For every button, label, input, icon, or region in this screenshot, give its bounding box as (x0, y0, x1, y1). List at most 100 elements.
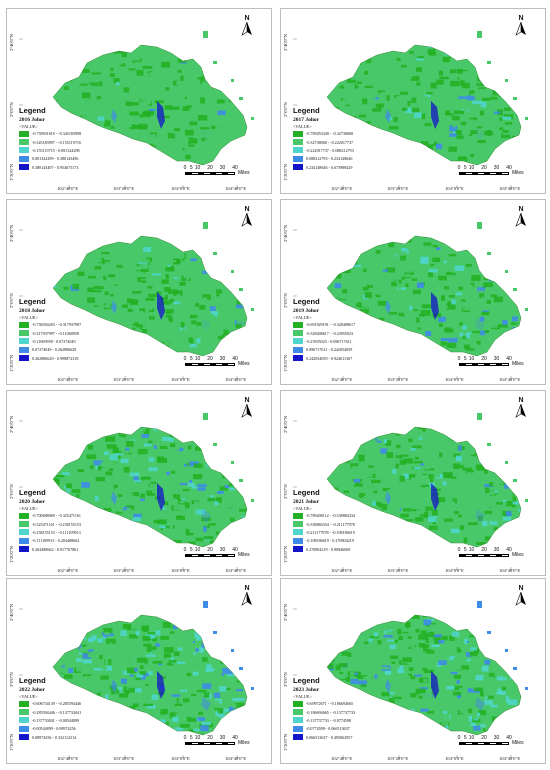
scale-tick-label: 0 (183, 547, 187, 553)
legend: Legend 2023 Johor <VALUE> -0.69972671 - -0.… (293, 677, 443, 741)
latitude-tick-label: 2°40'0"N (283, 33, 288, 51)
longitude-tick-label: 104°40'0"E (499, 568, 521, 573)
north-arrow: N (515, 397, 527, 419)
scale-tick-label: 40 (232, 165, 238, 171)
legend-swatch (293, 709, 303, 716)
latitude-tick-label: 2°40'0"N (283, 224, 288, 242)
latitude-tick-label: 2°40'0"N (9, 415, 14, 433)
longitude-tick-label: 104°40'0"E (499, 756, 521, 761)
scale-tick-label: 0 (457, 735, 461, 741)
legend-range-label: -0.155119715 - 0.081324298 (32, 147, 80, 153)
latitude-tick-label: 2°0'0"N (9, 102, 14, 117)
legend-range-label: -0.325471161 - -0.238155153 (32, 521, 81, 527)
legend-range-label: -0.328408617 - -0.23955023 (306, 330, 354, 336)
legend-range-label: -0.222017737 - 0.088212793 (306, 147, 354, 153)
scale-tick-label: 20 (481, 165, 487, 171)
legend-swatch (19, 355, 29, 362)
legend: Legend 2020 Johor <VALUE> -0.700688069 - -0… (19, 489, 169, 553)
legend-title: Legend (19, 488, 46, 497)
legend-swatch (293, 700, 303, 707)
legend-item: -0.222017737 - 0.088212793 (293, 147, 443, 154)
longitude-tick-label: 104°40'0"E (499, 377, 521, 382)
legend-swatch (293, 537, 303, 544)
longitude-tick-label: 104°0'0"E (171, 568, 190, 573)
legend-item: 0.088212793 - 0.234148646 (293, 155, 443, 162)
legend-range-label: -0.238155153 - -0.111109913 (32, 529, 81, 535)
legend-title: Legend (293, 106, 320, 115)
legend-item: -0.785053349 - -0.32738068 (293, 130, 443, 137)
latitude-tick-label: 2°0'0"N (283, 293, 288, 308)
scale-bar-graphic (185, 172, 235, 175)
longitude-tick-label: 102°40'0"E (57, 186, 79, 191)
scale-tick-label: 10 (468, 356, 475, 362)
legend-item: -0.700688069 - -0.325471161 (19, 512, 169, 519)
north-arrow: N (515, 15, 527, 37)
longitude-tick-label: 103°20'0"E (113, 186, 135, 191)
scale-bar: 0 5 10 20 30 40 Miles (183, 547, 265, 567)
scale-tick-label: 5 (189, 165, 193, 171)
scale-tick-label: 30 (219, 165, 226, 171)
scale-bar-graphic (185, 742, 235, 745)
latitude-tick-label: 2°0'0"N (283, 102, 288, 117)
north-arrow-icon (515, 21, 526, 36)
legend-item: 0.081324299 - 0.380143496 (19, 155, 169, 162)
scale-tick-label: 30 (493, 165, 500, 171)
latitude-tick-label: 1°20'0"N (283, 163, 288, 181)
scale-unit-label: Miles (238, 552, 250, 559)
legend-swatch (293, 725, 303, 732)
north-arrow: N (241, 397, 253, 419)
ndvi-map (19, 31, 254, 189)
scale-bar-graphic (459, 172, 509, 175)
scale-unit-label: Miles (238, 170, 250, 177)
legend-range-label: -0.606734139 - -0.285594446 (32, 701, 82, 707)
legend: Legend 2021 Johor <VALUE> -0.789408112 - -0… (293, 489, 443, 553)
scale-tick-label: 40 (232, 735, 238, 741)
scale-unit-label: Miles (512, 740, 524, 747)
scale-tick-label: 30 (493, 356, 500, 362)
north-arrow: N (241, 206, 253, 228)
legend-range-label: 0.270804219 - 0.90846069 (306, 546, 351, 552)
legend-layer-name: 2022 Johor (19, 687, 46, 693)
legend-title: Legend (19, 106, 46, 115)
scale-bar: 0 5 10 20 30 40 Miles (458, 547, 539, 567)
legend-item: -0.00544899 - 0.08974256 (19, 725, 169, 732)
latitude-tick-label: 2°0'0"N (9, 293, 14, 308)
legend-item: -0.606734139 - -0.285594446 (19, 700, 169, 707)
legend-item: 0.096717611 - 0.242054059 (293, 346, 443, 353)
legend-layer-name: 2019 Johor (293, 308, 320, 314)
north-arrow: N (515, 585, 527, 607)
longitude-tick-label: 104°0'0"E (171, 377, 190, 382)
scale-tick-label: 30 (219, 356, 226, 362)
legend-range-label: 0.234148646 - 0.673988429 (306, 164, 353, 170)
johor-landmass (327, 615, 521, 735)
legend-range-label: -0.785053349 - -0.32738068 (306, 131, 354, 137)
scale-tick-label: 10 (468, 165, 475, 171)
legend-item: -0.738394203 - -0.317937997 (19, 321, 169, 328)
longitude-tick-label: 102°40'0"E (331, 756, 353, 761)
legend-swatch (19, 338, 29, 345)
legend-item: -0.137733041 - -0.00544899 (19, 717, 169, 724)
scale-tick-label: 20 (207, 165, 213, 171)
latitude-tick-label: 1°20'0"N (283, 545, 288, 563)
legend-item: -0.739931619 - -0.345183998 (19, 130, 169, 137)
legend-item: 0.066513637 - 0.495062957 (293, 734, 443, 741)
ndvi-map (19, 222, 254, 380)
latitude-tick-label: 1°20'0"N (9, 733, 14, 751)
legend-field-name: <VALUE> (293, 694, 312, 699)
legend-swatch (293, 338, 303, 345)
map-panel-2022: 2°40'0"N 2°0'0"N 1°20'0"N 102°40'0"E 103°20'… (6, 578, 272, 764)
scale-tick-label: 5 (189, 356, 193, 362)
north-arrow: N (515, 206, 527, 228)
latitude-tick-label: 1°20'0"N (283, 733, 288, 751)
legend-item: -0.155119715 - 0.081324298 (19, 147, 169, 154)
longitude-tick-label: 104°40'0"E (225, 377, 247, 382)
scale-tick-label: 10 (468, 735, 475, 741)
legend-swatch (19, 330, 29, 337)
longitude-tick-label: 102°40'0"E (331, 377, 353, 382)
legend-item: 0.08974256 - 0.332112314 (19, 734, 169, 741)
map-panel-2023: 2°40'0"N 2°0'0"N 1°20'0"N 102°40'0"E 103°20'… (280, 578, 546, 764)
legend-swatch (19, 512, 29, 519)
legend-range-label: 0.07274049 - 0.262886629 (32, 347, 77, 353)
legend-field-name: <VALUE> (293, 124, 312, 129)
legend-swatch (293, 155, 303, 162)
